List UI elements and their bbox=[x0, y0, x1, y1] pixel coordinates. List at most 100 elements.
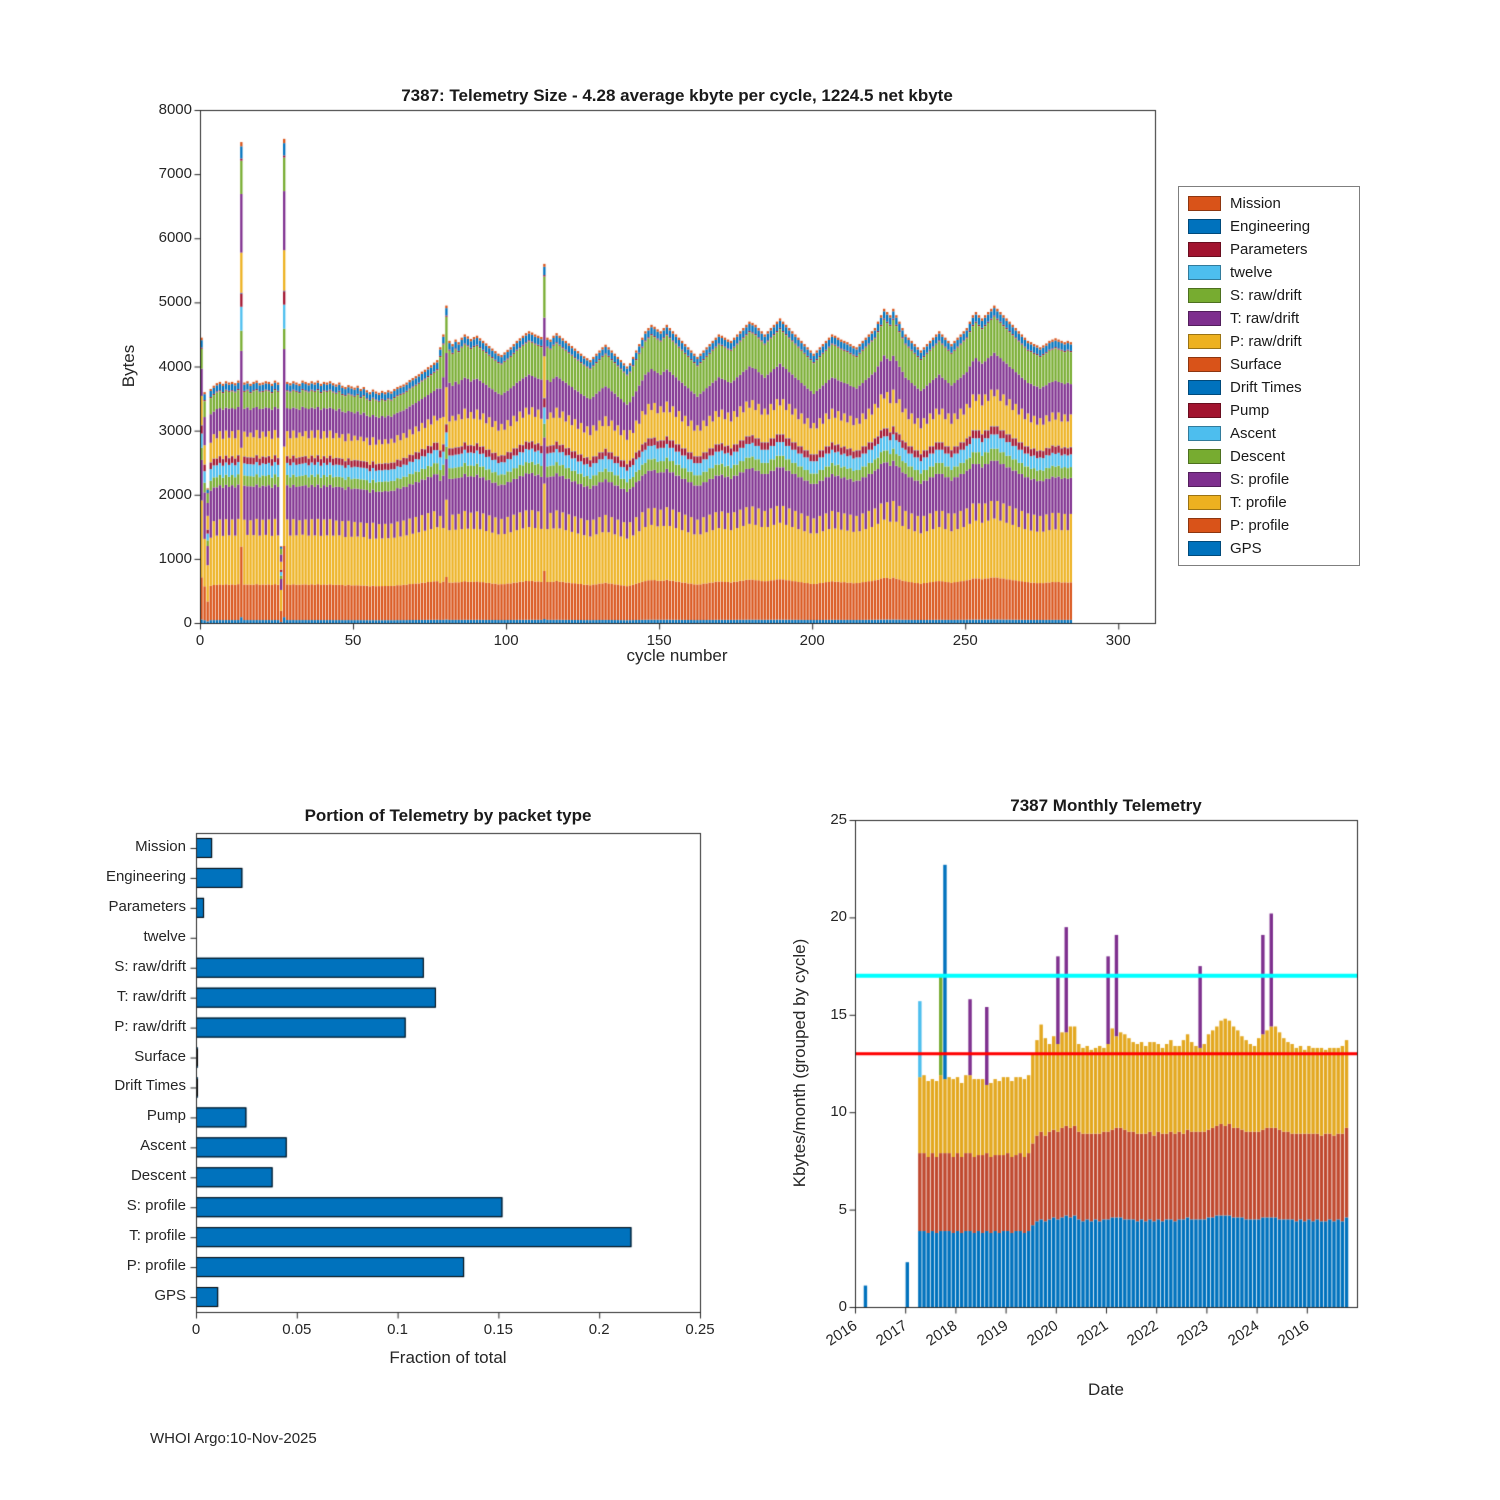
portion-category-label: T: raw/drift bbox=[116, 987, 186, 1005]
legend-swatch bbox=[1188, 403, 1221, 418]
legend-label: T: raw/drift bbox=[1230, 310, 1300, 327]
telemetry-size-y-tick-label: 3000 bbox=[158, 421, 192, 439]
telemetry-size-x-tick-label: 250 bbox=[952, 632, 978, 649]
legend-label: Surface bbox=[1230, 356, 1282, 373]
legend-swatch bbox=[1188, 495, 1221, 510]
legend-label: Descent bbox=[1230, 448, 1286, 465]
portion-category-label: Mission bbox=[135, 837, 186, 855]
portion-category-label: Descent bbox=[130, 1167, 186, 1185]
legend-label: P: raw/drift bbox=[1230, 333, 1302, 350]
portion-x-tick-label: 0.15 bbox=[483, 1321, 513, 1338]
telemetry-size-y-tick-label: 2000 bbox=[158, 485, 192, 503]
monthly-title: 7387 Monthly Telemetry bbox=[1010, 796, 1202, 815]
telemetry-size-x-tick-label: 150 bbox=[646, 632, 672, 649]
portion-category-label: S: profile bbox=[126, 1197, 186, 1215]
legend-swatch bbox=[1188, 380, 1221, 395]
legend-swatch bbox=[1188, 265, 1221, 280]
legend-item: Mission bbox=[1188, 192, 1350, 215]
legend-item: Engineering bbox=[1188, 215, 1350, 238]
portion-category-label: P: raw/drift bbox=[114, 1017, 186, 1035]
legend-item: twelve bbox=[1188, 261, 1350, 284]
monthly-y-tick-label: 10 bbox=[830, 1103, 847, 1121]
portion-x-tick-label: 0.05 bbox=[282, 1321, 312, 1338]
legend-label: Parameters bbox=[1230, 241, 1308, 258]
legend-swatch bbox=[1188, 541, 1221, 556]
monthly-ylabel: Kbytes/month (grouped by cycle) bbox=[790, 938, 809, 1188]
legend-swatch bbox=[1188, 196, 1221, 211]
legend-item: Surface bbox=[1188, 353, 1350, 376]
monthly-y-tick-label: 0 bbox=[838, 1298, 847, 1315]
monthly-y-tick-label: 5 bbox=[838, 1200, 847, 1218]
portion-x-tick-label: 0.2 bbox=[588, 1321, 610, 1338]
legend-swatch bbox=[1188, 518, 1221, 533]
portion-category-label: T: profile bbox=[129, 1227, 186, 1245]
portion-x-tick-label: 0.1 bbox=[387, 1321, 409, 1338]
monthly-y-tick-label: 15 bbox=[830, 1005, 847, 1023]
legend-item: T: profile bbox=[1188, 491, 1350, 514]
telemetry-size-y-tick-label: 1000 bbox=[158, 549, 192, 567]
legend-label: GPS bbox=[1230, 540, 1262, 557]
portion-category-label: P: profile bbox=[126, 1257, 186, 1275]
telemetry-size-y-tick-label: 4000 bbox=[158, 357, 192, 375]
telemetry-size-y-tick-label: 8000 bbox=[158, 101, 192, 118]
portion-category-label: GPS bbox=[154, 1287, 186, 1305]
legend-label: Drift Times bbox=[1230, 379, 1302, 396]
legend-item: Drift Times bbox=[1188, 376, 1350, 399]
legend-swatch bbox=[1188, 472, 1221, 487]
portion-category-label: S: raw/drift bbox=[114, 957, 186, 975]
portion-category-label: Parameters bbox=[108, 897, 186, 915]
legend-swatch bbox=[1188, 242, 1221, 257]
monthly-y-tick-label: 20 bbox=[830, 908, 847, 926]
portion-category-label: Drift Times bbox=[114, 1077, 186, 1095]
monthly-y-tick-label: 25 bbox=[830, 811, 847, 828]
legend-swatch bbox=[1188, 219, 1221, 234]
legend: Mission Engineering Parameters twelve S: raw… bbox=[1178, 186, 1360, 566]
portion-category-label: Engineering bbox=[105, 867, 186, 885]
footer-text: WHOI Argo:10-Nov-2025 bbox=[150, 1430, 317, 1447]
legend-swatch bbox=[1188, 311, 1221, 326]
legend-label: S: profile bbox=[1230, 471, 1290, 488]
telemetry-size-x-tick-label: 100 bbox=[493, 632, 519, 649]
portion-x-tick-label: 0.25 bbox=[685, 1321, 715, 1338]
portion-category-label: Pump bbox=[146, 1107, 186, 1125]
legend-item: Parameters bbox=[1188, 238, 1350, 261]
portion-title: Portion of Telemetry by packet type bbox=[304, 806, 592, 825]
legend-label: Mission bbox=[1230, 195, 1281, 212]
legend-label: P: profile bbox=[1230, 517, 1290, 534]
legend-item: Pump bbox=[1188, 399, 1350, 422]
legend-label: T: profile bbox=[1230, 494, 1287, 511]
legend-swatch bbox=[1188, 357, 1221, 372]
telemetry-size-x-tick-label: 300 bbox=[1105, 632, 1131, 649]
portion-xlabel: Fraction of total bbox=[389, 1348, 507, 1367]
telemetry-size-xlabel: cycle number bbox=[626, 646, 728, 665]
legend-item: T: raw/drift bbox=[1188, 307, 1350, 330]
telemetry-size-y-tick-label: 0 bbox=[183, 614, 192, 631]
telemetry-size-title: 7387: Telemetry Size - 4.28 average kbyt… bbox=[401, 86, 953, 105]
legend-item: GPS bbox=[1188, 537, 1350, 560]
legend-label: Engineering bbox=[1230, 218, 1311, 235]
legend-item: S: raw/drift bbox=[1188, 284, 1350, 307]
legend-label: Ascent bbox=[1230, 425, 1276, 442]
legend-item: P: raw/drift bbox=[1188, 330, 1350, 353]
legend-swatch bbox=[1188, 449, 1221, 464]
monthly-xlabel: Date bbox=[1088, 1380, 1124, 1399]
legend-label: twelve bbox=[1230, 264, 1273, 281]
telemetry-size-y-tick-label: 5000 bbox=[158, 293, 192, 311]
legend-item: Descent bbox=[1188, 445, 1350, 468]
portion-category-label: Surface bbox=[134, 1047, 186, 1065]
telemetry-size-x-tick-label: 0 bbox=[195, 632, 205, 649]
portion-category-label: Ascent bbox=[140, 1137, 186, 1155]
legend-item: Ascent bbox=[1188, 422, 1350, 445]
legend-label: Pump bbox=[1230, 402, 1270, 419]
portion-category-label: twelve bbox=[143, 927, 186, 945]
telemetry-size-y-tick-label: 6000 bbox=[158, 229, 192, 247]
legend-item: P: profile bbox=[1188, 514, 1350, 537]
telemetry-size-x-tick-label: 50 bbox=[344, 632, 362, 649]
portion-x-tick-label: 0 bbox=[191, 1321, 201, 1338]
legend-item: S: profile bbox=[1188, 468, 1350, 491]
legend-swatch bbox=[1188, 426, 1221, 441]
telemetry-size-y-tick-label: 7000 bbox=[158, 165, 192, 183]
telemetry-size-x-tick-label: 200 bbox=[799, 632, 825, 649]
legend-swatch bbox=[1188, 288, 1221, 303]
legend-label: S: raw/drift bbox=[1230, 287, 1302, 304]
